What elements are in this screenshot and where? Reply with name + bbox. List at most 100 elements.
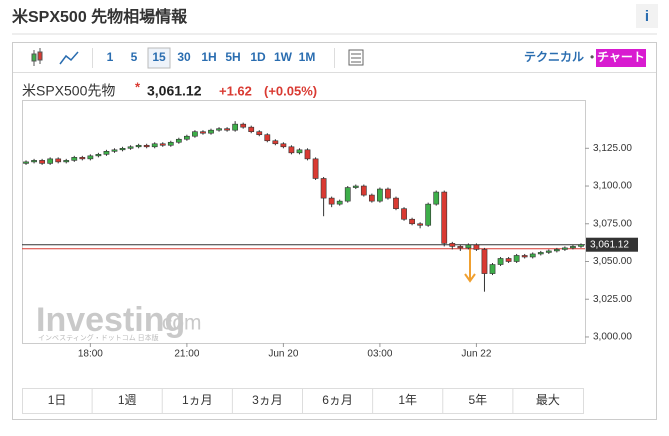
- candle-body: [441, 191, 448, 244]
- candle-body: [175, 138, 182, 143]
- candle-body: [529, 253, 536, 258]
- watermark-domain: .com: [156, 312, 202, 335]
- candle-body: [264, 134, 271, 142]
- timeframe-button[interactable]: 30: [177, 50, 191, 64]
- range-button[interactable]: 1年: [398, 393, 417, 407]
- x-tick-label: 18:00: [78, 349, 103, 360]
- range-button[interactable]: 1ヵ月: [182, 393, 213, 407]
- page-title: 米SPX500 先物相場情報: [12, 7, 188, 26]
- x-tick-label: Jun 22: [461, 349, 491, 360]
- candle-body: [55, 158, 62, 163]
- last-price: 3,061.12: [147, 83, 202, 99]
- separator-dot: •: [590, 50, 594, 64]
- candle-body: [320, 178, 327, 199]
- candle-body: [312, 158, 319, 179]
- candle-body: [39, 160, 45, 164]
- x-tick-label: 03:00: [367, 349, 392, 360]
- range-button[interactable]: 3ヵ月: [252, 393, 283, 407]
- candle-body: [79, 157, 86, 160]
- candle-body: [505, 258, 512, 262]
- price-change-pct: (+0.05%): [264, 83, 317, 98]
- candle-body: [553, 249, 560, 252]
- range-button[interactable]: 1日: [48, 393, 67, 407]
- range-button[interactable]: 最大: [536, 393, 560, 407]
- table-icon[interactable]: [348, 49, 364, 66]
- candle-body: [578, 244, 584, 247]
- candle-body: [135, 144, 142, 148]
- candle-body: [377, 188, 383, 202]
- candle-body: [328, 197, 335, 205]
- candle-body: [417, 223, 423, 226]
- x-tick-label: 21:00: [174, 349, 199, 360]
- candle-body: [63, 160, 70, 163]
- candle-body: [465, 244, 472, 249]
- watermark-sub: インベスティング・ドットコム 日本版: [38, 333, 159, 342]
- candle-body: [256, 131, 263, 136]
- candle-body: [562, 247, 568, 250]
- info-icon: i: [645, 8, 649, 25]
- candle-body: [481, 249, 488, 274]
- candle-body: [208, 129, 214, 134]
- timeframe-button[interactable]: 1W: [274, 50, 293, 64]
- y-tick-label: 3,000.00: [593, 332, 632, 343]
- candle-body: [296, 149, 303, 154]
- timeframe-button[interactable]: 1: [107, 50, 114, 64]
- candle-body: [248, 126, 255, 132]
- info-button[interactable]: [636, 4, 658, 28]
- candle-body: [87, 155, 94, 160]
- candle-body: [545, 250, 552, 253]
- candle-body: [192, 131, 198, 137]
- chart-tab[interactable]: チャート: [597, 50, 645, 64]
- candle-body: [521, 255, 528, 258]
- timeframe-button[interactable]: 15: [152, 50, 166, 64]
- last-price-tag: [586, 237, 638, 252]
- timeframe-button[interactable]: 5: [131, 50, 138, 64]
- candle-body: [368, 194, 375, 202]
- candle-body: [216, 128, 222, 131]
- candle-body: [272, 140, 279, 145]
- y-tick-label: 3,100.00: [593, 181, 632, 192]
- timeframe-button[interactable]: 1H: [201, 50, 216, 64]
- candle-body: [360, 185, 367, 196]
- y-tick-label: 3,050.00: [593, 256, 632, 267]
- candle-body: [385, 188, 391, 199]
- instrument-name: 米SPX500先物: [22, 83, 115, 99]
- candle-body: [184, 135, 190, 140]
- y-tick-label: 3,075.00: [593, 218, 632, 229]
- y-tick-label: 3,125.00: [593, 143, 632, 154]
- candle-body: [304, 149, 311, 160]
- technical-link[interactable]: テクニカル: [524, 50, 584, 64]
- timeframe-selected[interactable]: [147, 47, 171, 69]
- candle-body: [336, 200, 343, 205]
- candle-body: [200, 131, 206, 134]
- candle-icon[interactable]: [31, 48, 43, 66]
- candle-body: [103, 151, 110, 155]
- candle-body: [425, 203, 432, 226]
- timeframe-button[interactable]: 1M: [299, 50, 316, 64]
- candle-body: [288, 146, 295, 154]
- candle-body: [95, 154, 102, 157]
- chart-tab-bg[interactable]: [596, 49, 646, 67]
- timeframe-button[interactable]: 1D: [250, 50, 266, 64]
- candle-body: [127, 146, 134, 149]
- plot-frame: [22, 100, 586, 344]
- candle-body: [473, 244, 480, 250]
- widget-frame: [12, 42, 657, 420]
- candle-body: [513, 255, 520, 262]
- candle-body: [409, 218, 415, 225]
- range-button[interactable]: 5年: [468, 393, 487, 407]
- candle-body: [433, 191, 440, 205]
- range-button[interactable]: 1週: [118, 393, 137, 407]
- x-tick-label: Jun 20: [268, 349, 298, 360]
- candle-body: [31, 160, 37, 163]
- line-icon[interactable]: [59, 51, 79, 65]
- candle-body: [489, 264, 496, 274]
- timeframe-button[interactable]: 5H: [225, 50, 240, 64]
- candle-body: [352, 185, 359, 188]
- last-price-tag-label: 3,061.12: [590, 239, 629, 250]
- candle-body: [570, 246, 576, 249]
- y-tick-label: 3,025.00: [593, 294, 632, 305]
- range-button[interactable]: 6ヵ月: [322, 393, 353, 407]
- candle-body: [449, 243, 456, 247]
